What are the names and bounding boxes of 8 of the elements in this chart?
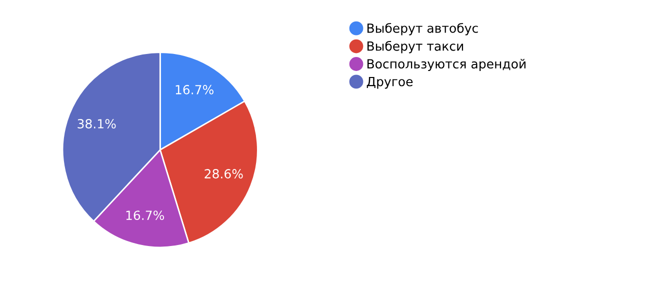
legend-label: Воспользуются арендой — [367, 58, 526, 71]
legend-label: Другое — [366, 76, 413, 89]
data-label: 38.1% — [78, 119, 116, 128]
legend-label: Выберут автобус — [367, 23, 478, 36]
legend-label: Выберут такси — [367, 40, 464, 54]
data-label: 16.7% — [176, 84, 214, 94]
data-label: 16.7% — [126, 210, 164, 220]
data-label: 28.6% — [204, 169, 243, 178]
